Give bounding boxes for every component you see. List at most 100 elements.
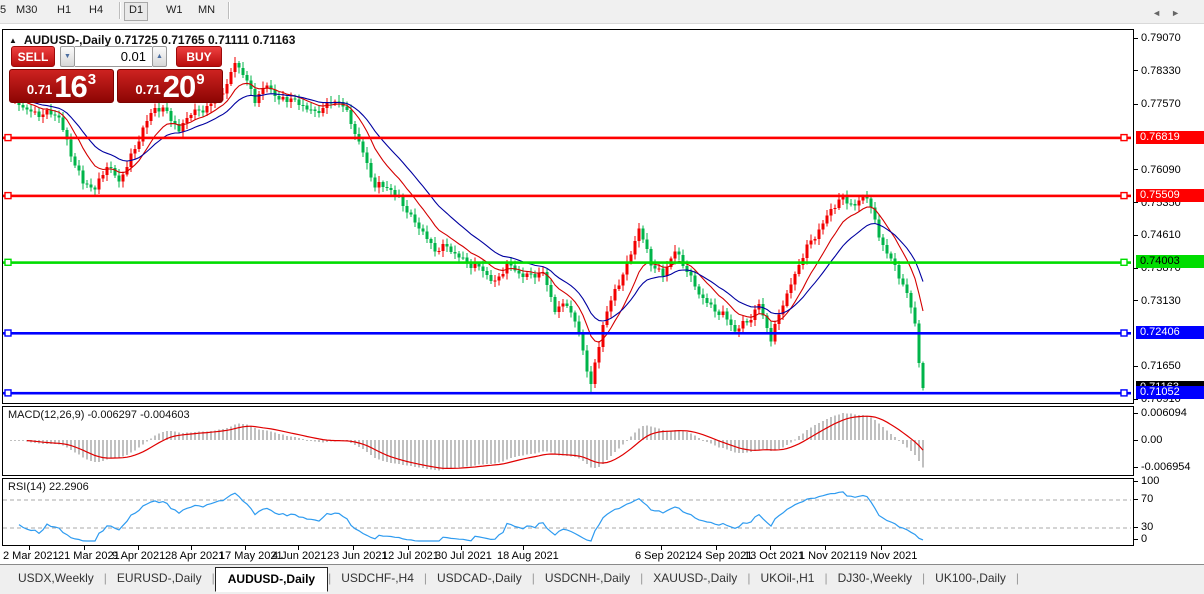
candle-body xyxy=(21,105,25,108)
candle-body xyxy=(57,115,61,118)
date-axis-tick xyxy=(825,546,826,550)
price-axis[interactable]: 0.79070 0.78330 0.77570 0.76090 0.75350 0.746… xyxy=(1133,29,1204,405)
chart-tab-eurusd-daily[interactable]: EURUSD-,Daily xyxy=(116,571,202,585)
candle-body xyxy=(445,244,449,247)
macd-histogram-bar xyxy=(130,440,132,453)
horizontal-level-line[interactable] xyxy=(3,391,1131,395)
timeframe-button-h4[interactable]: H4 xyxy=(89,4,104,16)
timeframe-button-w1[interactable]: W1 xyxy=(166,4,183,16)
timeframe-button-d1[interactable]: D1 xyxy=(124,2,149,21)
candlestick-plot[interactable] xyxy=(3,30,1131,401)
line-handle[interactable] xyxy=(4,389,12,397)
chart-tab-usdchf-h4[interactable]: USDCHF-,H4 xyxy=(341,571,414,585)
horizontal-level-line[interactable] xyxy=(3,194,1131,198)
macd-plot[interactable] xyxy=(3,407,1131,473)
macd-histogram-bar xyxy=(602,440,604,464)
line-handle[interactable] xyxy=(1120,191,1128,200)
sell-price-box[interactable]: 0.71 16 3 xyxy=(9,69,114,103)
macd-histogram-bar xyxy=(78,440,80,455)
macd-histogram-bar xyxy=(594,440,596,468)
macd-histogram-bar xyxy=(918,440,920,461)
chart-tab-usdcad-daily[interactable]: USDCAD-,Daily xyxy=(437,571,522,585)
main-chart[interactable]: ▲ AUDUSD-,Daily 0.71725 0.71765 0.71111 … xyxy=(2,29,1134,404)
date-axis-label: 28 Apr 2021 xyxy=(165,550,225,562)
macd-histogram-bar xyxy=(666,430,668,440)
candle-body xyxy=(473,263,477,269)
candle-body xyxy=(61,117,65,131)
date-axis[interactable]: 2 Mar 2021 21 Mar 2021 9 Apr 2021 28 Apr 20… xyxy=(2,546,1204,564)
buy-button[interactable]: BUY xyxy=(176,46,222,67)
macd-histogram-bar xyxy=(302,439,304,440)
rsi-plot[interactable] xyxy=(3,479,1131,543)
timeframe-button-h1[interactable]: H1 xyxy=(57,4,72,16)
volume-decrease-button[interactable]: ▼ xyxy=(60,46,75,67)
line-handle[interactable] xyxy=(1120,389,1128,397)
macd-histogram-bar xyxy=(126,440,128,456)
line-handle[interactable] xyxy=(4,191,12,200)
buy-price-box[interactable]: 0.71 20 9 xyxy=(117,69,223,103)
candle-body xyxy=(777,314,781,324)
macd-histogram-bar xyxy=(318,440,320,443)
macd-histogram-bar xyxy=(618,440,620,449)
macd-histogram-bar xyxy=(782,440,784,448)
tab-scroll-arrows[interactable]: ◄► xyxy=(1152,8,1190,18)
macd-histogram-bar xyxy=(790,440,792,443)
chart-tab-usdx-weekly[interactable]: USDX,Weekly xyxy=(18,571,94,585)
sell-button[interactable]: SELL xyxy=(11,46,55,67)
tab-separator: | xyxy=(640,571,644,585)
date-axis-tick xyxy=(245,546,246,550)
timeframe-button-mn[interactable]: MN xyxy=(198,4,216,16)
macd-histogram-bar xyxy=(250,425,252,440)
macd-histogram-bar xyxy=(54,440,56,445)
chart-tab-dj30-weekly[interactable]: DJ30-,Weekly xyxy=(837,571,913,585)
line-handle[interactable] xyxy=(1120,329,1128,337)
macd-histogram-bar xyxy=(542,440,544,452)
horizontal-level-line[interactable] xyxy=(3,332,1131,335)
macd-histogram-bar xyxy=(794,439,796,441)
line-handle[interactable] xyxy=(1120,133,1128,142)
candle-body xyxy=(749,319,753,323)
buy-price-pips: 20 xyxy=(162,69,196,104)
line-handle[interactable] xyxy=(4,258,12,267)
horizontal-level-line[interactable] xyxy=(3,261,1131,264)
candle-body xyxy=(793,273,797,285)
volume-increase-button[interactable]: ▲ xyxy=(152,46,167,67)
horizontal-level-line[interactable] xyxy=(3,136,1131,140)
tab-scroll-left-icon[interactable]: ◄ xyxy=(1152,8,1172,18)
candle-body xyxy=(373,177,377,188)
macd-histogram-bar xyxy=(662,429,664,440)
macd-panel[interactable]: MACD(12,26,9) -0.006297 -0.004603 xyxy=(2,406,1134,476)
candle-body xyxy=(645,239,649,249)
tab-scroll-right-icon[interactable]: ► xyxy=(1171,8,1190,18)
chart-tab-xauusd-daily[interactable]: XAUUSD-,Daily xyxy=(653,571,738,585)
macd-histogram-bar xyxy=(398,440,400,464)
macd-histogram-bar xyxy=(510,440,512,458)
tab-separator: | xyxy=(211,571,215,585)
candle-body xyxy=(809,240,813,245)
rsi-panel[interactable]: RSI(14) 22.2906 xyxy=(2,478,1134,546)
macd-histogram-bar xyxy=(82,440,84,458)
macd-histogram-bar xyxy=(102,440,104,462)
timeframe-button-m30[interactable]: M30 xyxy=(16,4,38,16)
line-handle[interactable] xyxy=(4,329,12,337)
candle-body xyxy=(125,166,129,175)
candle-body xyxy=(613,288,617,301)
candle-body xyxy=(233,62,237,72)
candle-body xyxy=(309,109,313,111)
chart-tab-usdcnh-daily[interactable]: USDCNH-,Daily xyxy=(544,571,631,585)
date-axis-tick xyxy=(770,546,771,550)
date-axis-label: 23 Jun 2021 xyxy=(327,550,388,562)
chart-tab-audusd-daily[interactable]: AUDUSD-,Daily xyxy=(214,567,329,592)
line-handle[interactable] xyxy=(1120,258,1128,267)
line-handle[interactable] xyxy=(4,133,12,142)
price-axis-label: 0.74610 xyxy=(1141,229,1181,242)
tab-separator: | xyxy=(103,571,107,585)
volume-input[interactable] xyxy=(75,46,152,67)
macd-axis-tick xyxy=(1133,467,1138,468)
chart-tab-uk100-daily[interactable]: UK100-,Daily xyxy=(935,571,1006,585)
timeframe-partial-button[interactable]: 5 xyxy=(0,4,7,16)
candle-body xyxy=(173,121,177,125)
candle-body xyxy=(389,188,393,191)
chart-tab-ukoil-h1[interactable]: UKOil-,H1 xyxy=(760,571,815,585)
macd-histogram-bar xyxy=(90,440,92,461)
